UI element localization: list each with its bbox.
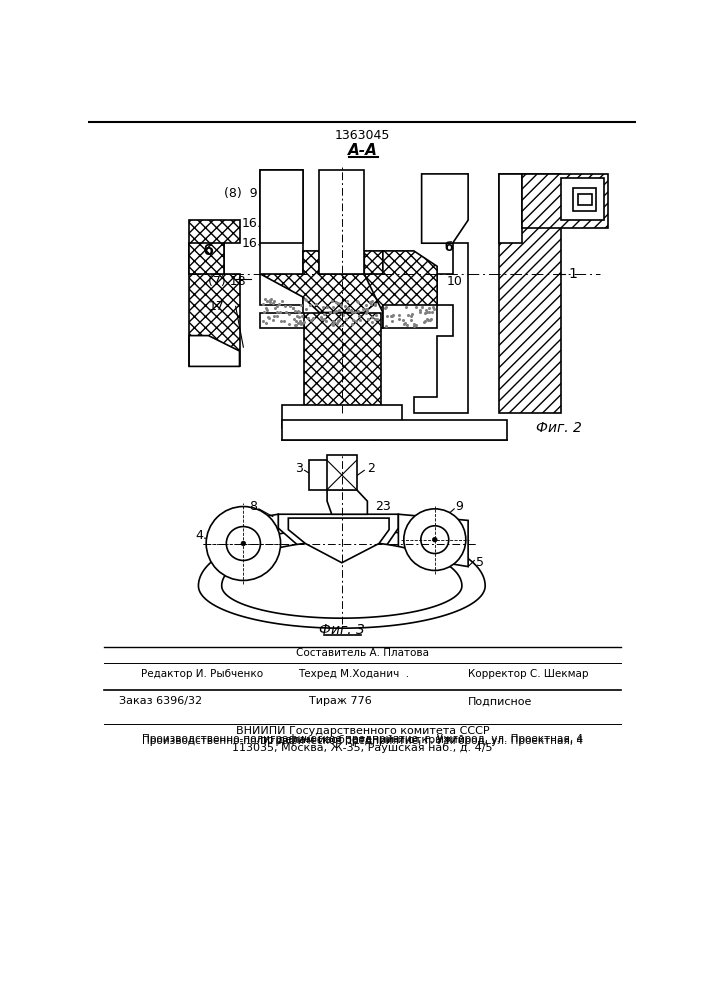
Text: 2: 2 bbox=[368, 462, 375, 475]
Polygon shape bbox=[327, 490, 368, 514]
Text: Тираж 776: Тираж 776 bbox=[309, 696, 372, 706]
Polygon shape bbox=[398, 514, 468, 567]
Text: 1: 1 bbox=[569, 267, 578, 281]
Text: 8: 8 bbox=[250, 500, 257, 513]
Bar bbox=[561, 178, 604, 220]
Circle shape bbox=[206, 507, 281, 580]
Bar bbox=[260, 170, 303, 305]
Text: Составитель А. Платова: Составитель А. Платова bbox=[296, 648, 429, 658]
Text: Корректор С. Шекмар: Корректор С. Шекмар bbox=[468, 669, 589, 679]
Polygon shape bbox=[421, 174, 468, 243]
Polygon shape bbox=[364, 251, 437, 312]
Text: 16: 16 bbox=[242, 217, 257, 230]
Polygon shape bbox=[383, 305, 437, 328]
Text: 23: 23 bbox=[375, 500, 391, 513]
Bar bbox=[260, 170, 303, 243]
Bar bbox=[189, 243, 224, 274]
Text: 5: 5 bbox=[371, 431, 379, 444]
Text: 113035, Москва, Ж-35, Раушская наб., д. 4/5: 113035, Москва, Ж-35, Раушская наб., д. … bbox=[233, 743, 493, 753]
Text: Производственно-полиграфическое предприятие, г. Ужгород, ул. Проектная, 4: Производственно-полиграфическое предприя… bbox=[142, 736, 583, 746]
Text: 10: 10 bbox=[446, 275, 462, 288]
Text: 9: 9 bbox=[455, 500, 463, 513]
Circle shape bbox=[404, 509, 466, 570]
Text: Фиг. 2: Фиг. 2 bbox=[537, 421, 582, 435]
Text: 17: 17 bbox=[209, 300, 224, 313]
Text: Техред М.Ходанич  .: Техред М.Ходанич . bbox=[298, 669, 409, 679]
Text: по делам изобретений и открытий: по делам изобретений и открытий bbox=[260, 735, 465, 745]
Polygon shape bbox=[260, 251, 383, 312]
Polygon shape bbox=[414, 243, 468, 413]
Polygon shape bbox=[216, 514, 279, 565]
Text: Производственно-полиграфическое предприятие, г. Ужгород, ул. Проектная, 4: Производственно-полиграфическое предприя… bbox=[142, 734, 583, 744]
Text: 5: 5 bbox=[476, 556, 484, 569]
Text: Фиг. 3: Фиг. 3 bbox=[319, 623, 365, 637]
Polygon shape bbox=[189, 336, 240, 366]
Text: (7) 18: (7) 18 bbox=[209, 275, 246, 288]
Bar bbox=[499, 174, 561, 413]
Bar bbox=[309, 460, 337, 490]
Text: 4: 4 bbox=[195, 529, 203, 542]
Bar bbox=[304, 312, 381, 413]
Text: 1363045: 1363045 bbox=[335, 129, 390, 142]
Text: 3: 3 bbox=[296, 462, 303, 475]
Circle shape bbox=[226, 527, 260, 560]
Polygon shape bbox=[260, 297, 383, 328]
Polygon shape bbox=[279, 514, 398, 568]
Bar bbox=[282, 405, 402, 428]
Polygon shape bbox=[189, 220, 240, 366]
Bar bbox=[282, 420, 507, 440]
Bar bbox=[499, 174, 522, 243]
Text: б: б bbox=[204, 244, 214, 258]
Text: A-A: A-A bbox=[348, 143, 378, 158]
Text: 16: 16 bbox=[242, 237, 257, 250]
Circle shape bbox=[421, 526, 449, 554]
Text: Заказ 6396/32: Заказ 6396/32 bbox=[119, 696, 202, 706]
Text: Подписное: Подписное bbox=[468, 696, 532, 706]
Bar bbox=[320, 170, 364, 274]
Text: (8)  9: (8) 9 bbox=[224, 187, 257, 200]
Bar bbox=[578, 194, 592, 205]
Bar bbox=[327, 455, 356, 490]
Bar bbox=[522, 174, 607, 228]
Circle shape bbox=[433, 537, 437, 542]
Polygon shape bbox=[288, 518, 389, 563]
Circle shape bbox=[241, 541, 246, 546]
Polygon shape bbox=[199, 528, 485, 628]
Polygon shape bbox=[222, 541, 462, 618]
Text: Редактор И. Рыбченко: Редактор И. Рыбченко bbox=[141, 669, 263, 679]
Text: б: б bbox=[445, 241, 454, 254]
Text: ВНИИПИ Государственного комитета СССР: ВНИИПИ Государственного комитета СССР bbox=[236, 726, 489, 736]
Bar bbox=[573, 188, 596, 211]
